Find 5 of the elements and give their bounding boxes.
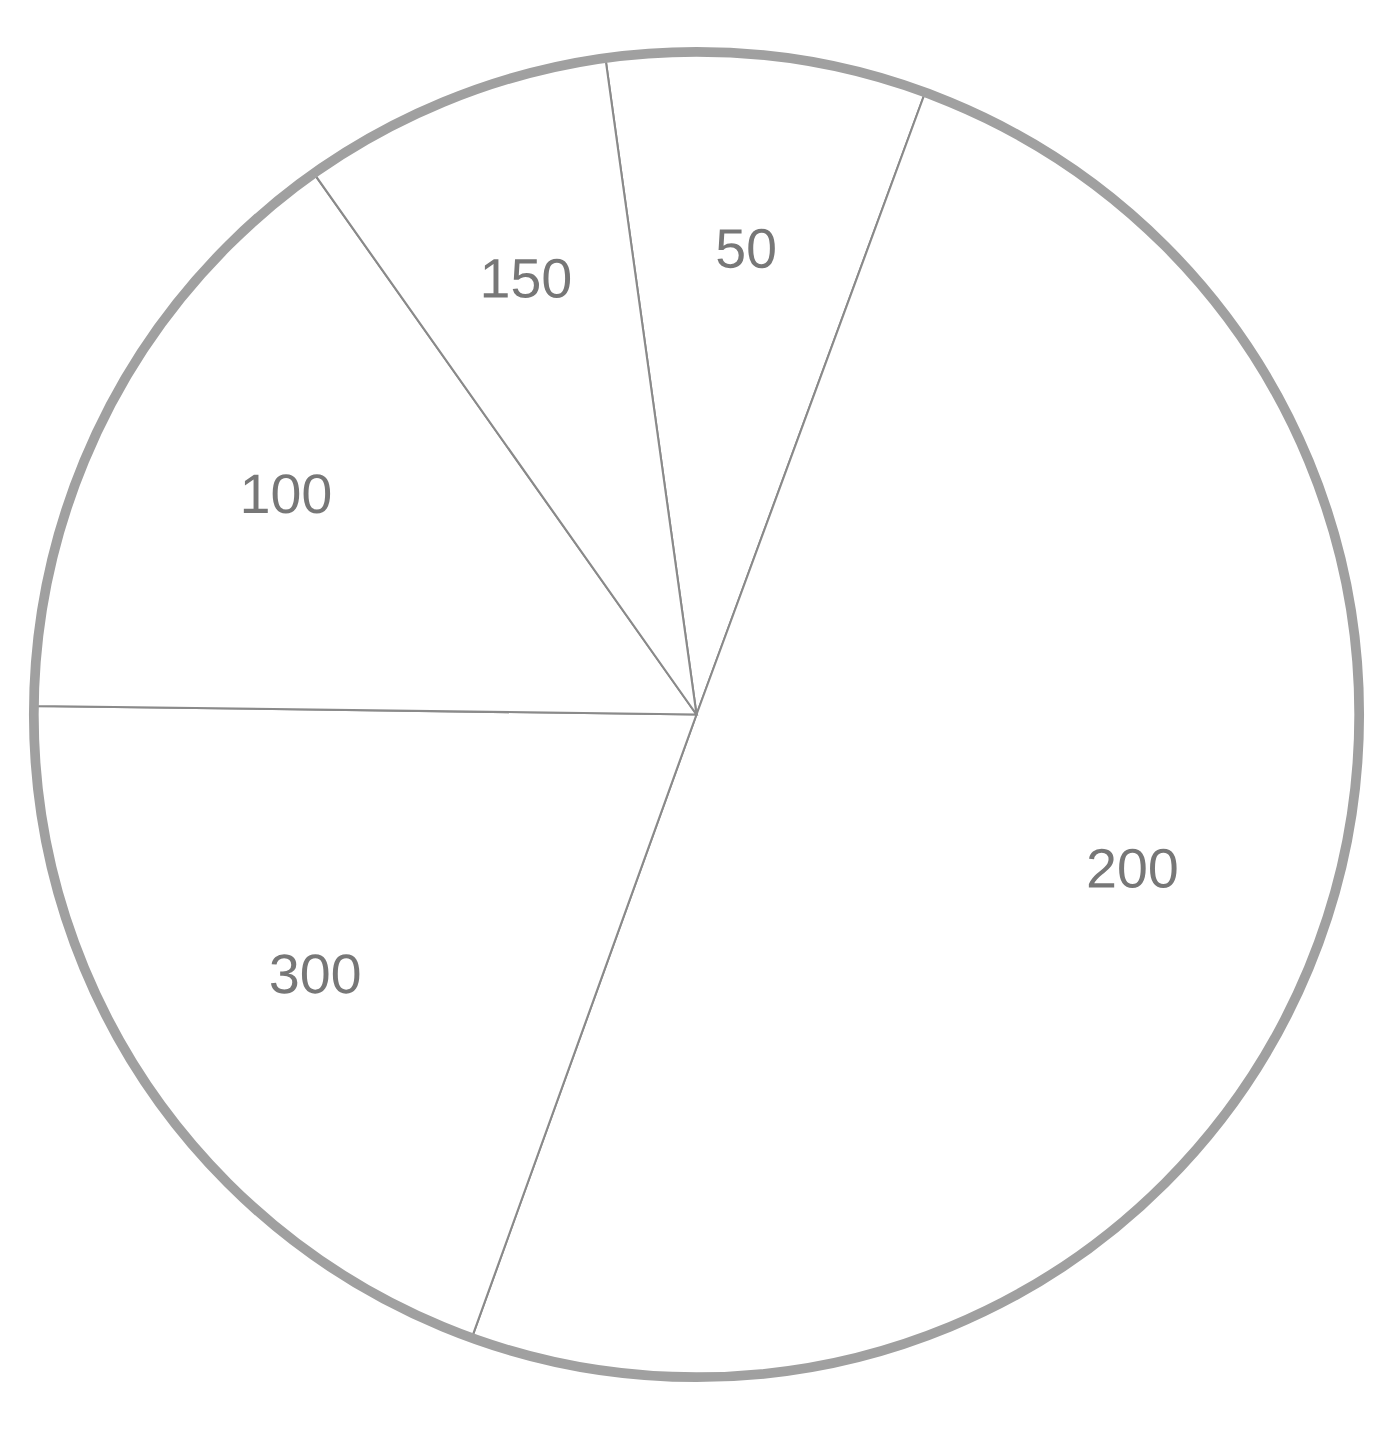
slice-label: 200 — [1088, 848, 1177, 889]
slice-label: 100 — [243, 474, 331, 514]
slice-label: 50 — [717, 228, 775, 269]
slice-label: 300 — [270, 954, 360, 994]
slice-label: 150 — [483, 258, 571, 299]
